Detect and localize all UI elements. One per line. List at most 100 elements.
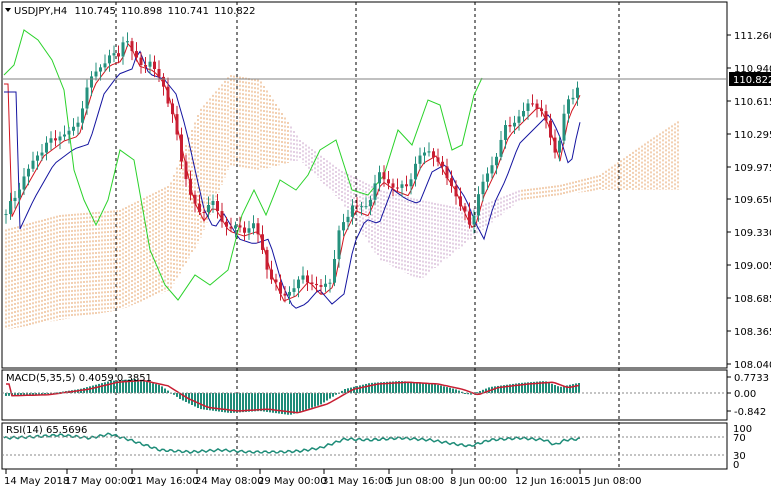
macd-bar [437, 384, 439, 393]
macd-bar [407, 381, 409, 393]
macd-bar [401, 381, 403, 393]
macd-bar [470, 393, 472, 395]
current-price-tag [729, 72, 771, 86]
chikou-span-line [3, 29, 483, 301]
candle-body [522, 110, 525, 117]
macd-bar [20, 393, 22, 396]
time-tick-label: 17 May 00:00 [65, 476, 134, 487]
macd-bar [245, 393, 247, 412]
macd-bar [38, 393, 40, 396]
macd-bar [98, 383, 100, 393]
time-tick-label: 29 May 00:00 [258, 476, 327, 487]
candle-body [252, 223, 255, 229]
time-tick-label: 14 May 2018 [4, 476, 69, 487]
macd-bar [371, 382, 373, 393]
candle-body [72, 126, 75, 131]
macd-bar [239, 393, 241, 413]
macd-bar [17, 393, 19, 396]
candle-body [378, 172, 381, 184]
macd-bar [218, 393, 220, 412]
macd-bar [554, 385, 556, 393]
macd-bar [29, 393, 31, 396]
candle-body [360, 206, 363, 208]
candle-body [9, 201, 12, 215]
candle-body [369, 199, 372, 207]
candle-body [337, 230, 341, 259]
candle-body [193, 194, 197, 204]
macd-bar [461, 391, 463, 393]
price-tick-label: 109.975 [734, 163, 771, 174]
candle-body [180, 134, 183, 162]
candle-body [463, 206, 467, 212]
candle-body [549, 120, 552, 138]
macd-bar [443, 386, 445, 393]
macd-bar [152, 383, 154, 393]
candle-body [319, 285, 323, 287]
macd-bar [116, 380, 118, 393]
candle-body [544, 111, 548, 121]
candle-body [495, 156, 498, 166]
candle-body [526, 103, 530, 111]
candle-body [94, 71, 98, 77]
macd-bar [515, 383, 517, 393]
candle-body [49, 138, 53, 143]
main-pane [1, 1, 728, 369]
candle-body [468, 211, 471, 225]
macd-bar [143, 381, 145, 393]
candle-body [148, 61, 152, 67]
price-tick-label: 108.040 [734, 360, 771, 371]
macd-bar [335, 393, 337, 395]
macd-bar [419, 382, 421, 393]
macd-bar [284, 393, 286, 415]
candle-body [562, 113, 566, 141]
price-tick-label: 108.685 [734, 294, 771, 305]
candle-body [364, 206, 368, 208]
kijun-sen-line [4, 50, 581, 309]
candle-body [85, 87, 89, 109]
macd-bar [173, 393, 175, 395]
rsi-tick-label: 30 [733, 451, 746, 462]
macd-bar [233, 393, 235, 413]
candle-body [27, 168, 30, 177]
macd-bar [206, 393, 208, 410]
candle-body [382, 172, 386, 180]
time-tick-label: 8 Jun 00:00 [450, 476, 507, 487]
time-tick-label: 21 May 16:00 [130, 476, 199, 487]
candle-body [139, 57, 143, 66]
macd-bar [272, 393, 274, 413]
rsi-label: RSI(14) 65.5696 [6, 425, 87, 436]
macd-bar [176, 393, 178, 397]
macd-bar [548, 382, 550, 393]
price-tick-label: 109.330 [734, 228, 771, 239]
rsi-tick-label: 100 [733, 424, 752, 435]
time-tick-label: 12 Jun 16:00 [515, 476, 579, 487]
candle-body [274, 279, 278, 283]
macd-bar [521, 382, 523, 393]
macd-bar [578, 383, 580, 393]
macd-bar [155, 384, 157, 393]
candle-body [328, 282, 332, 284]
macd-bar [569, 384, 571, 393]
macd-bar [254, 393, 256, 412]
candle-body [310, 282, 314, 284]
candle-body [279, 282, 282, 294]
dropdown-triangle-icon[interactable] [5, 8, 11, 12]
candle-body [13, 197, 17, 202]
candle-body [166, 86, 170, 104]
candle-body [454, 185, 458, 197]
candle-body [441, 161, 444, 167]
candle-body [508, 125, 512, 127]
macd-bar [197, 393, 199, 408]
candle-body [414, 163, 417, 180]
candle-body [54, 138, 57, 141]
macd-bar [527, 382, 529, 393]
macd-bar [146, 381, 148, 393]
macd-bar [221, 393, 223, 412]
macd-bar [35, 393, 37, 396]
candle-body [315, 283, 318, 286]
candle-body [432, 151, 435, 158]
macd-bar [524, 382, 526, 393]
macd-bar [467, 393, 469, 395]
